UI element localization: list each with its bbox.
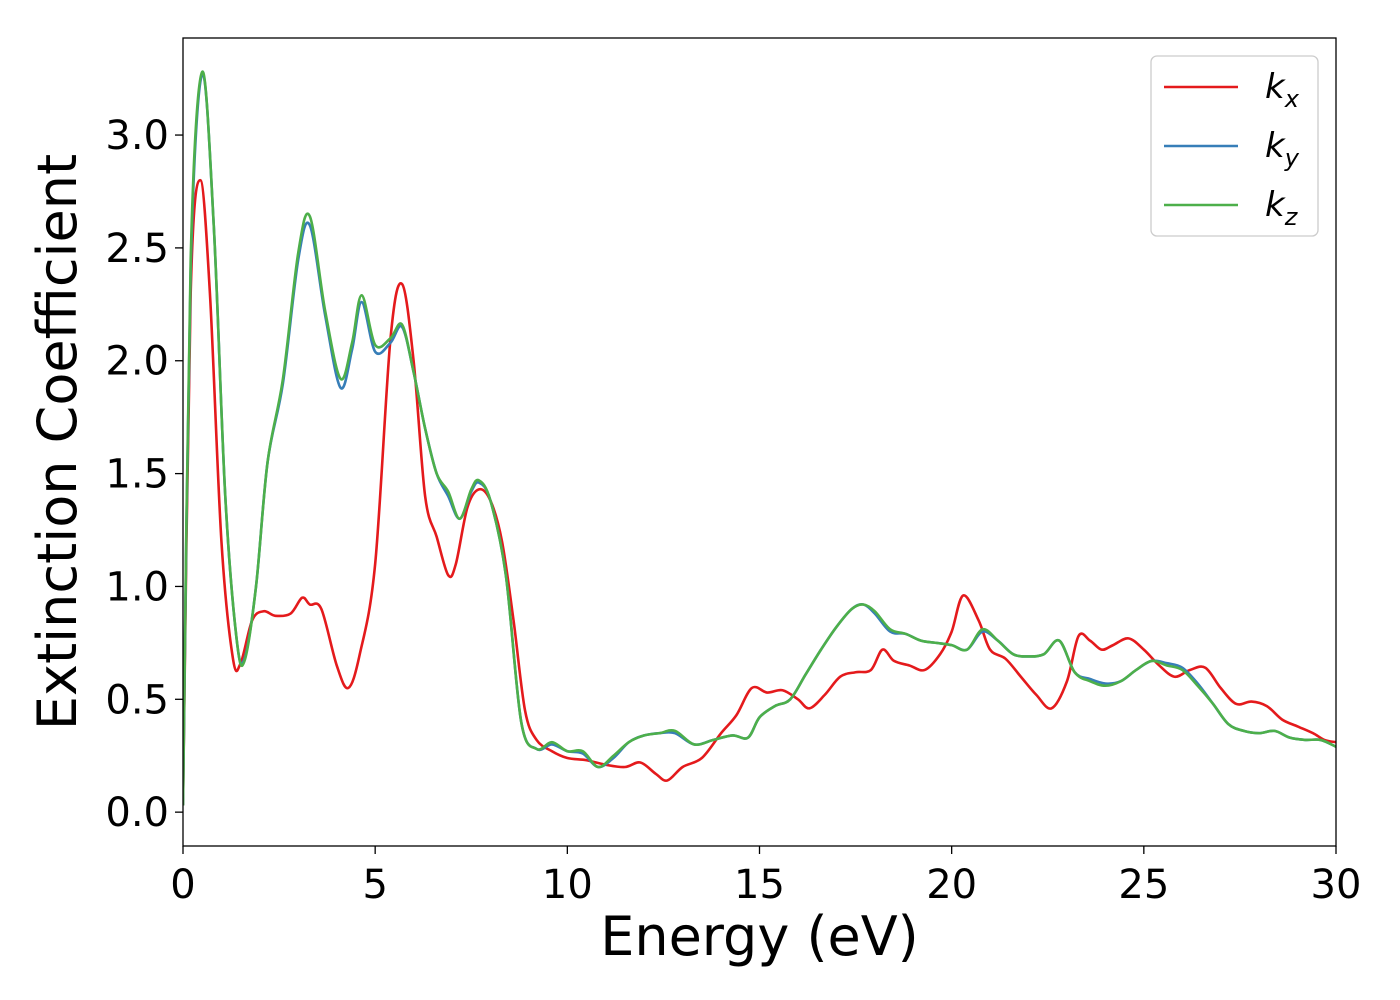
series-line-z (183, 70, 1336, 806)
y-tick-label: 1.0 (105, 564, 169, 610)
x-tick-label: 5 (362, 862, 387, 908)
x-tick-label: 30 (1311, 862, 1362, 908)
y-tick-label: 3.0 (105, 113, 169, 159)
x-tick-label: 20 (926, 862, 977, 908)
legend-label-y: ky (1265, 126, 1300, 172)
series-layer (183, 70, 1336, 806)
legend-label-main: k (1265, 67, 1286, 107)
y-tick-label: 0.5 (105, 677, 169, 723)
legend-label-sub: x (1284, 85, 1300, 113)
x-tick-label: 15 (734, 862, 785, 908)
legend-label-main: k (1265, 185, 1286, 225)
y-tick-label: 0.0 (105, 790, 169, 836)
x-tick-label: 10 (542, 862, 593, 908)
y-axis: 0.0 0.5 1.0 1.5 2.0 2.5 3.0 (105, 113, 183, 836)
legend-label-z: kz (1265, 185, 1299, 231)
legend-label-x: kx (1265, 67, 1300, 113)
x-tick-label: 25 (1118, 862, 1169, 908)
series-line-x (183, 178, 1336, 806)
x-axis: 0 5 10 15 20 25 30 (170, 846, 1361, 908)
x-tick-label: 0 (170, 862, 195, 908)
y-tick-label: 2.5 (105, 226, 169, 272)
x-axis-label: Energy (eV) (600, 905, 919, 968)
legend-label-main: k (1265, 126, 1286, 166)
legend-label-sub: z (1284, 203, 1299, 231)
y-axis-label: Extinction Coefficient (26, 154, 89, 730)
legend-label-sub: y (1284, 144, 1300, 172)
y-tick-label: 2.0 (105, 339, 169, 385)
y-tick-label: 1.5 (105, 452, 169, 498)
